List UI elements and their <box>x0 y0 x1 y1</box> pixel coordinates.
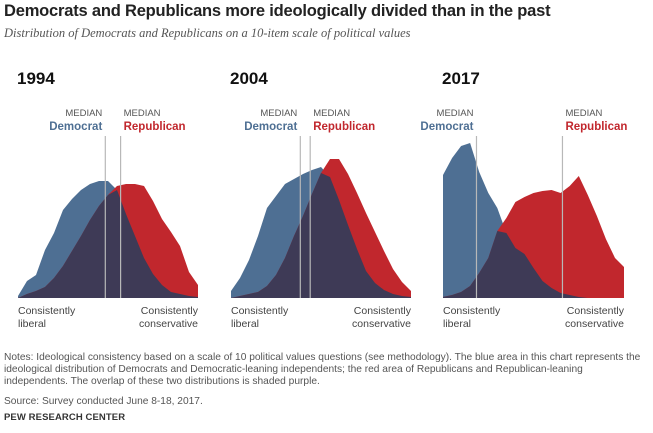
chart-subtitle: Distribution of Democrats and Republican… <box>4 26 411 40</box>
median-label: MEDIAN <box>565 108 602 119</box>
note-line: independents. The overlap of these two d… <box>4 376 320 388</box>
axis-label-right: conservative <box>352 318 411 330</box>
series-label-republican: Republican <box>313 121 375 133</box>
axis-label-left: Consistently <box>18 305 76 317</box>
axis-label-left: Consistently <box>443 305 501 317</box>
median-label: MEDIAN <box>124 108 161 119</box>
median-label: MEDIAN <box>437 108 474 119</box>
axis-label-left: Consistently <box>231 305 289 317</box>
note-line: Notes: Ideological consistency based on … <box>4 352 641 363</box>
axis-label-right: Consistently <box>567 305 625 317</box>
overlap-area <box>231 173 411 298</box>
panel-year: 2004 <box>230 69 268 88</box>
notes: Notes: Ideological consistency based on … <box>4 352 650 389</box>
axis-label-right: Consistently <box>354 305 412 317</box>
median-label: MEDIAN <box>65 108 102 119</box>
org-name: PEW RESEARCH CENTER <box>4 412 126 423</box>
median-label: MEDIAN <box>313 108 350 119</box>
panel-year: 1994 <box>17 69 55 88</box>
charts-svg: 1994 MEDIAN Democrat MEDIAN Republican Consis… <box>17 69 627 330</box>
axis-label-left: liberal <box>18 318 46 330</box>
axis-label-left: liberal <box>231 318 259 330</box>
series-label-democrat: Democrat <box>420 121 473 133</box>
note-line: ideological distribution of Democrats an… <box>4 364 583 376</box>
median-label: MEDIAN <box>260 108 297 119</box>
axis-label-right: conservative <box>139 318 198 330</box>
axis-label-right: conservative <box>565 318 624 330</box>
source-note: Source: Survey conducted June 8-18, 2017… <box>4 396 203 407</box>
overlap-area <box>18 190 198 298</box>
panel-year: 2017 <box>442 69 480 88</box>
series-label-democrat: Democrat <box>244 121 297 133</box>
overlap-area <box>443 231 624 298</box>
series-label-republican: Republican <box>565 121 627 133</box>
axis-label-right: Consistently <box>141 305 199 317</box>
axis-label-left: liberal <box>443 318 471 330</box>
chart-title: Democrats and Republicans more ideologic… <box>4 2 551 20</box>
series-label-democrat: Democrat <box>49 121 102 133</box>
series-label-republican: Republican <box>124 121 186 133</box>
